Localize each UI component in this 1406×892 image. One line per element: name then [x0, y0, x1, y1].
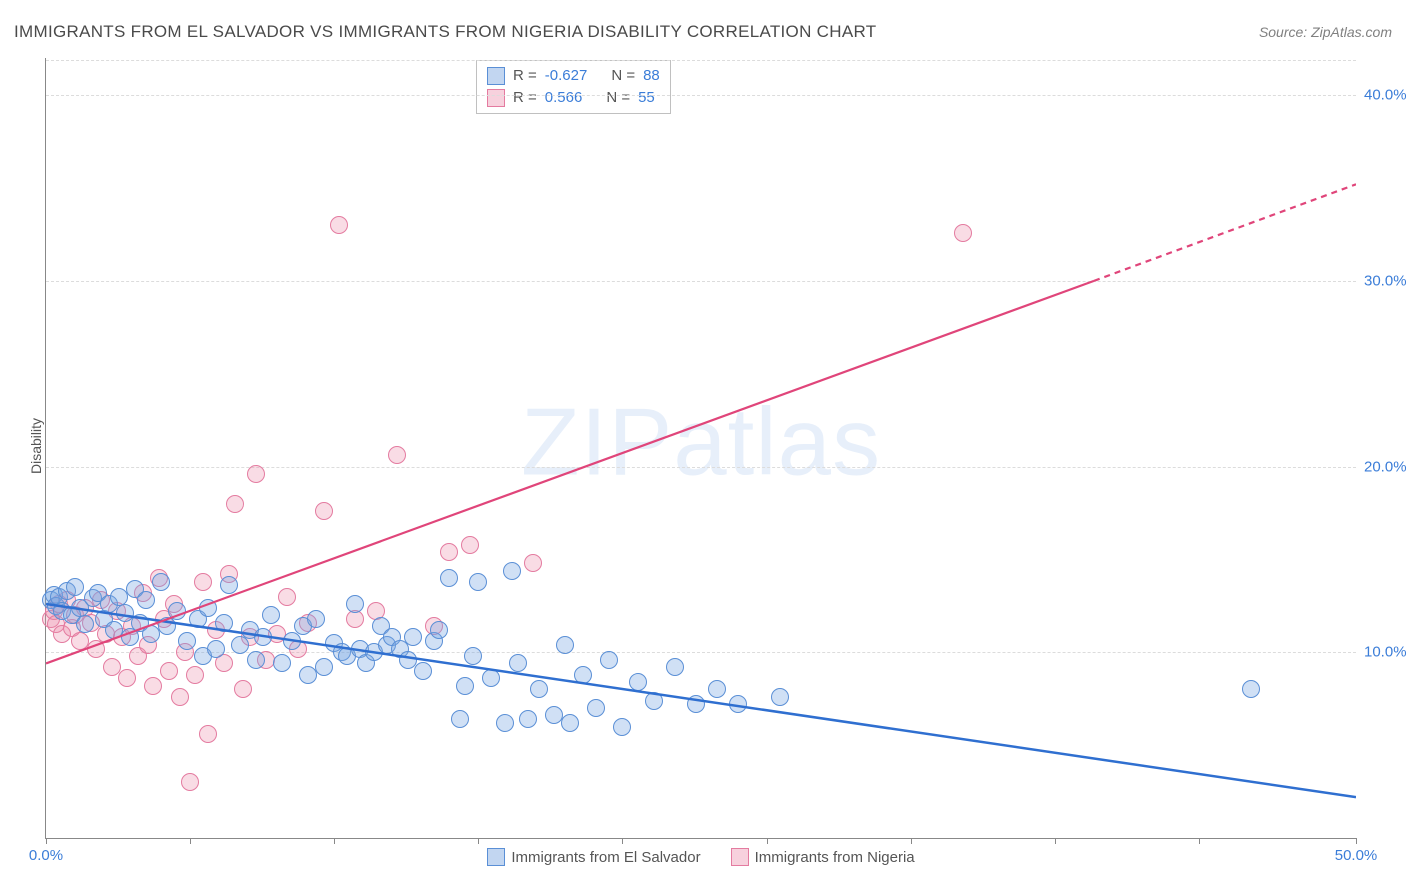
xtick-mark — [622, 838, 623, 844]
xtick-mark — [190, 838, 191, 844]
xtick-mark — [1199, 838, 1200, 844]
source-label: Source: ZipAtlas.com — [1259, 24, 1392, 40]
legend-label-1: Immigrants from El Salvador — [511, 849, 700, 866]
series-legend: Immigrants from El Salvador Immigrants f… — [46, 848, 1356, 866]
page-title: IMMIGRANTS FROM EL SALVADOR VS IMMIGRANT… — [14, 22, 876, 42]
xtick-mark — [46, 838, 47, 844]
scatter-plot: ZIPatlas R = -0.627 N = 88 R = 0.566 N =… — [45, 58, 1356, 839]
xtick-mark — [1055, 838, 1056, 844]
xtick-mark — [478, 838, 479, 844]
ytick-label: 20.0% — [1364, 458, 1406, 475]
swatch-icon — [487, 848, 505, 866]
xtick-mark — [1356, 838, 1357, 844]
xtick-label: 0.0% — [29, 847, 63, 864]
xtick-mark — [767, 838, 768, 844]
xtick-mark — [911, 838, 912, 844]
trend-lines — [46, 58, 1356, 838]
ytick-label: 40.0% — [1364, 87, 1406, 104]
ytick-label: 30.0% — [1364, 272, 1406, 289]
swatch-icon — [731, 848, 749, 866]
xtick-mark — [334, 838, 335, 844]
xtick-label: 50.0% — [1335, 847, 1378, 864]
legend-label-2: Immigrants from Nigeria — [755, 849, 915, 866]
y-axis-label: Disability — [28, 418, 44, 474]
ytick-label: 10.0% — [1364, 644, 1406, 661]
